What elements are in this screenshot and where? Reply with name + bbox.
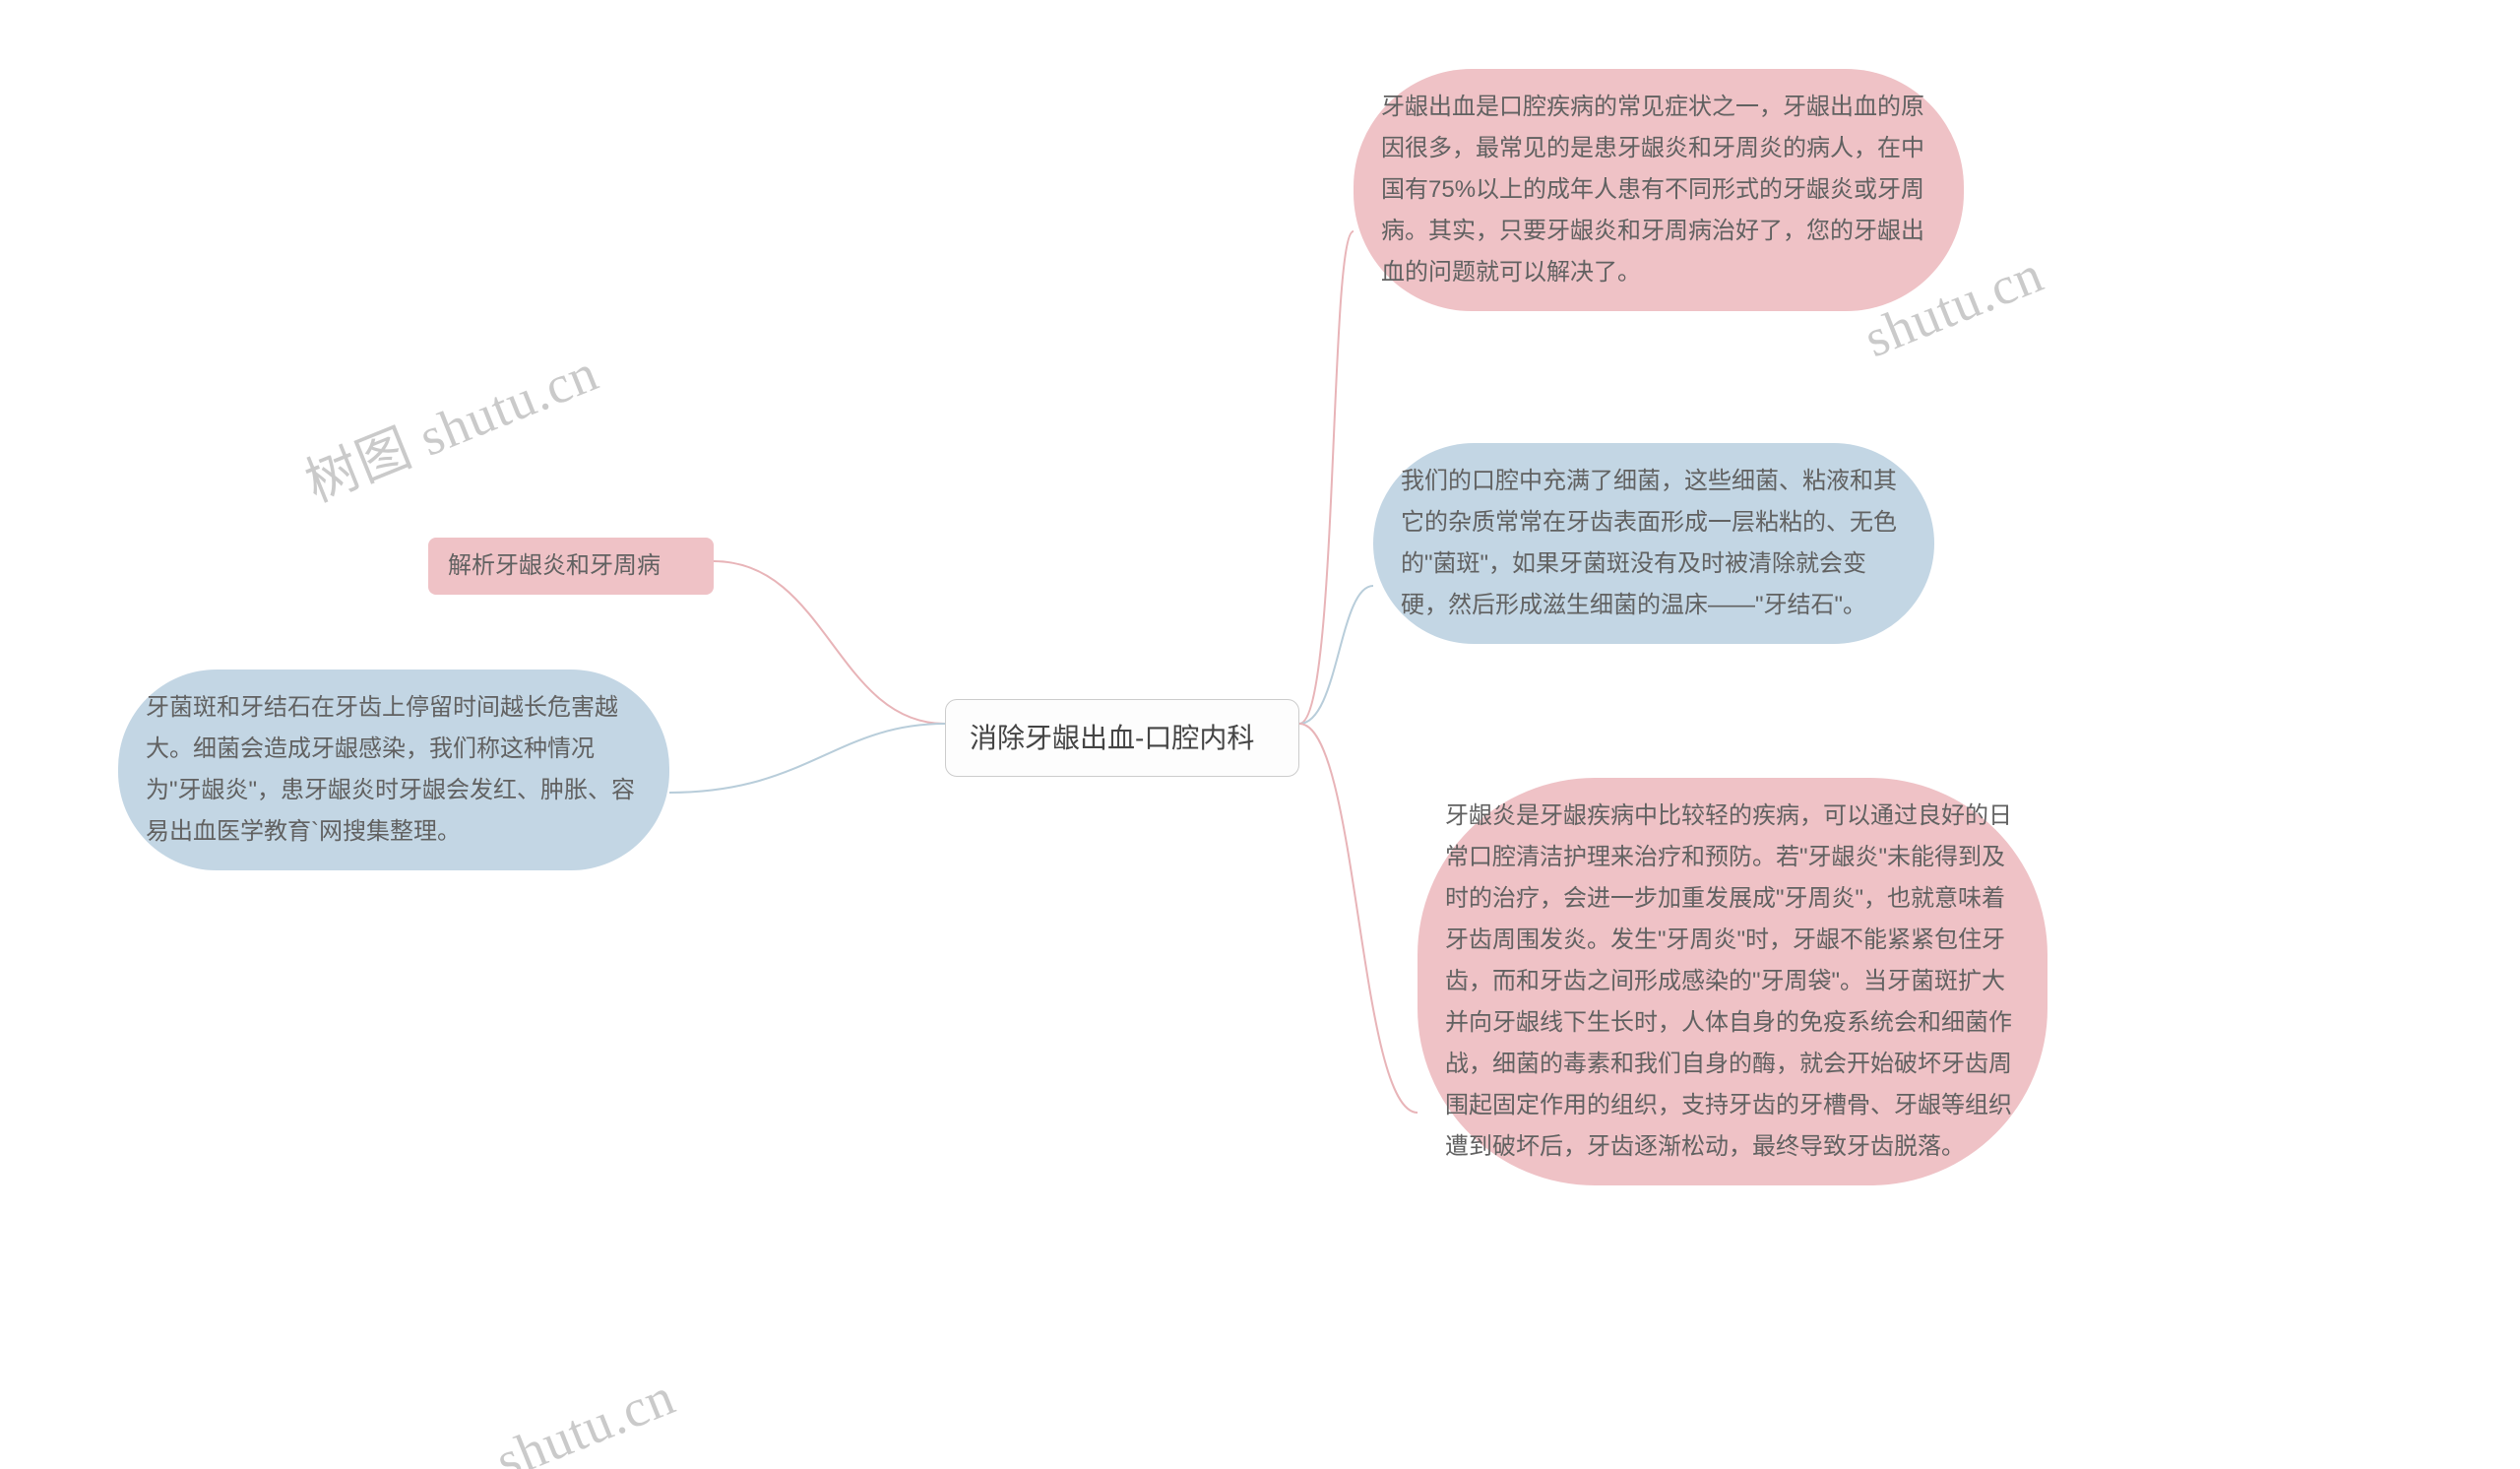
node-right-1[interactable]: 牙龈出血是口腔疾病的常见症状之一，牙龈出血的原因很多，最常见的是患牙龈炎和牙周炎… (1354, 69, 1964, 311)
watermark-3: shutu.cn (487, 1366, 683, 1469)
connector (714, 561, 945, 724)
node-left-1[interactable]: 解析牙龈炎和牙周病 (428, 538, 714, 595)
node-left-2-text: 牙菌斑和牙结石在牙齿上停留时间越长危害越大。细菌会造成牙龈感染，我们称这种情况为… (146, 694, 635, 845)
connector (1299, 586, 1373, 724)
connector (1299, 724, 1418, 1113)
node-right-1-text: 牙龈出血是口腔疾病的常见症状之一，牙龈出血的原因很多，最常见的是患牙龈炎和牙周炎… (1381, 94, 1924, 286)
connector (1299, 231, 1354, 724)
node-right-2-text: 我们的口腔中充满了细菌，这些细菌、粘液和其它的杂质常常在牙齿表面形成一层粘粘的、… (1401, 468, 1897, 618)
connector (669, 724, 945, 793)
watermark-1: 树图 shutu.cn (292, 329, 608, 517)
node-right-3-text: 牙龈炎是牙龈疾病中比较轻的疾病，可以通过良好的日常口腔清洁护理来治疗和预防。若"… (1445, 802, 2012, 1160)
node-left-2[interactable]: 牙菌斑和牙结石在牙齿上停留时间越长危害越大。细菌会造成牙龈感染，我们称这种情况为… (118, 670, 669, 870)
center-node[interactable]: 消除牙龈出血-口腔内科 (945, 699, 1299, 777)
node-right-3[interactable]: 牙龈炎是牙龈疾病中比较轻的疾病，可以通过良好的日常口腔清洁护理来治疗和预防。若"… (1418, 778, 2048, 1185)
node-right-2[interactable]: 我们的口腔中充满了细菌，这些细菌、粘液和其它的杂质常常在牙齿表面形成一层粘粘的、… (1373, 443, 1934, 644)
node-left-1-text: 解析牙龈炎和牙周病 (448, 552, 661, 579)
